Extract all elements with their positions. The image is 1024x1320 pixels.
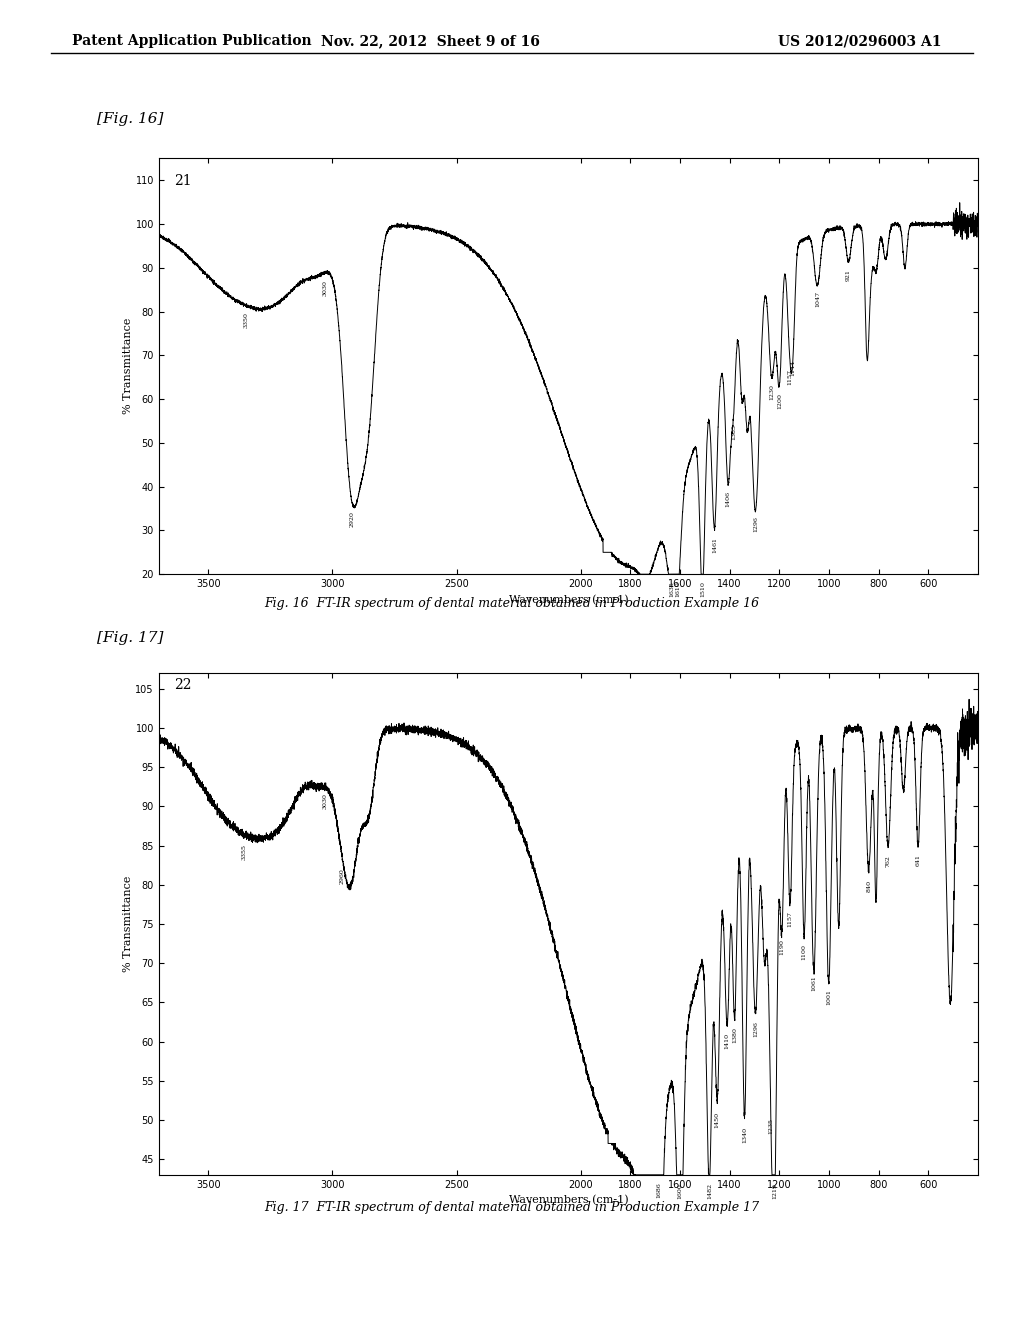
Text: 1686: 1686 [656,1183,662,1199]
Text: 1461: 1461 [712,537,717,553]
Text: 1190: 1190 [779,940,784,956]
Text: 840: 840 [866,880,871,892]
Text: 1635: 1635 [669,581,674,597]
Text: 3030: 3030 [323,280,328,296]
Text: 1157: 1157 [787,911,793,927]
Text: US 2012/0296003 A1: US 2012/0296003 A1 [778,34,942,49]
Text: 1385: 1385 [731,424,736,441]
Text: 1296: 1296 [753,516,758,532]
Text: 762: 762 [886,855,891,867]
Text: 3030: 3030 [323,793,328,809]
Text: 921: 921 [846,268,851,281]
Text: 1230: 1230 [769,384,774,400]
Text: 1219: 1219 [772,1183,777,1199]
Text: 1406: 1406 [726,491,731,507]
Y-axis label: % Transmittance: % Transmittance [123,875,132,973]
Text: 3355: 3355 [242,845,247,861]
Text: 22: 22 [174,678,191,692]
Text: 1235: 1235 [768,1118,773,1134]
Text: Fig. 16  FT-IR spectrum of dental material obtained in Production Example 16: Fig. 16 FT-IR spectrum of dental materia… [264,597,760,610]
Text: 1482: 1482 [707,1183,712,1199]
Text: 21: 21 [174,174,191,187]
Text: 1600: 1600 [678,1183,683,1199]
Text: 1144: 1144 [791,359,796,376]
Y-axis label: % Transmittance: % Transmittance [123,318,133,414]
Text: 1450: 1450 [715,1111,720,1127]
Text: 2920: 2920 [350,511,355,527]
Text: [Fig. 17]: [Fig. 17] [97,631,164,645]
Text: 1200: 1200 [777,392,782,409]
Text: 1410: 1410 [725,1034,730,1049]
Text: 1510: 1510 [699,581,705,597]
Text: 1001: 1001 [826,989,831,1005]
Text: 3350: 3350 [243,312,248,327]
Text: 1157: 1157 [787,370,793,385]
Text: Fig. 17  FT-IR spectrum of dental material obtained in Production Example 17: Fig. 17 FT-IR spectrum of dental materia… [264,1201,760,1214]
X-axis label: Wavenumbers (cm-1): Wavenumbers (cm-1) [509,594,628,605]
Text: 1296: 1296 [753,1022,758,1038]
Text: 1047: 1047 [815,292,820,308]
Text: 1610: 1610 [675,581,680,597]
Text: 1061: 1061 [811,975,816,991]
Text: Patent Application Publication: Patent Application Publication [72,34,311,49]
Text: 641: 641 [915,854,921,866]
Text: 1340: 1340 [742,1126,748,1143]
Text: 1380: 1380 [732,1027,737,1043]
Text: Nov. 22, 2012  Sheet 9 of 16: Nov. 22, 2012 Sheet 9 of 16 [321,34,540,49]
Text: 2960: 2960 [340,867,345,884]
Text: [Fig. 16]: [Fig. 16] [97,112,164,127]
X-axis label: Wavenumbers (cm-1): Wavenumbers (cm-1) [509,1195,628,1205]
Text: 1100: 1100 [802,944,807,960]
